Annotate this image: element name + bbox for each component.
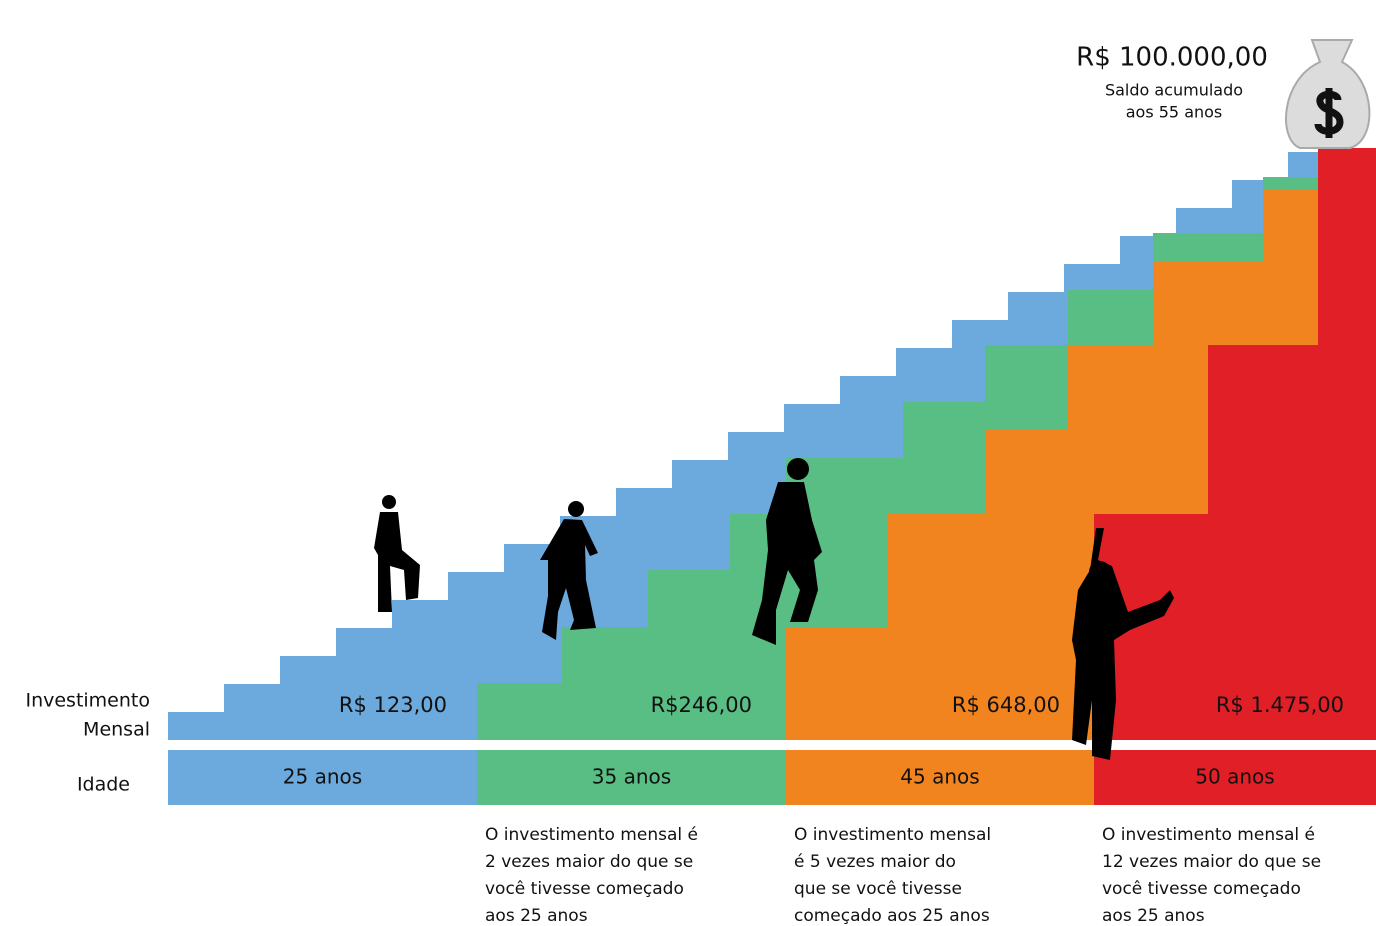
staircase xyxy=(168,148,1376,740)
note-line: aos 25 anos xyxy=(485,906,588,926)
infographic: R$ 100.000,00 Saldo acumulado aos 55 ano… xyxy=(0,0,1376,926)
investment-amount: R$ 648,00 xyxy=(952,693,1060,717)
row-label: Mensal xyxy=(83,719,150,741)
age-label: 45 anos xyxy=(900,765,979,789)
note-line: 12 vezes maior do que se xyxy=(1102,852,1321,872)
investment-amount: R$246,00 xyxy=(651,693,752,717)
money-bag xyxy=(1286,40,1369,148)
note-line: O investimento mensal é xyxy=(485,825,698,845)
investment-amount: R$ 1.475,00 xyxy=(1216,693,1344,717)
goal-amount: R$ 100.000,00 xyxy=(1076,43,1268,73)
note-line: aos 25 anos xyxy=(1102,906,1205,926)
note-line: que se você tivesse xyxy=(794,879,962,899)
age-label: 25 anos xyxy=(283,765,362,789)
person xyxy=(374,495,420,612)
note-line: começado aos 25 anos xyxy=(794,906,990,926)
note-line: O investimento mensal é xyxy=(1102,825,1315,845)
note-line: é 5 vezes maior do xyxy=(794,852,956,872)
age-label: 35 anos xyxy=(592,765,671,789)
goal-caption: aos 55 anos xyxy=(1126,103,1223,122)
note-line: você tivesse começado xyxy=(1102,879,1301,899)
note-line: você tivesse começado xyxy=(485,879,684,899)
row-label: Investimento xyxy=(25,690,150,712)
age-label: 50 anos xyxy=(1195,765,1274,789)
row-label: Idade xyxy=(77,774,130,796)
note-line: 2 vezes maior do que se xyxy=(485,852,693,872)
investment-amount: R$ 123,00 xyxy=(339,693,447,717)
goal-caption: Saldo acumulado xyxy=(1105,81,1243,100)
note-line: O investimento mensal xyxy=(794,825,991,845)
